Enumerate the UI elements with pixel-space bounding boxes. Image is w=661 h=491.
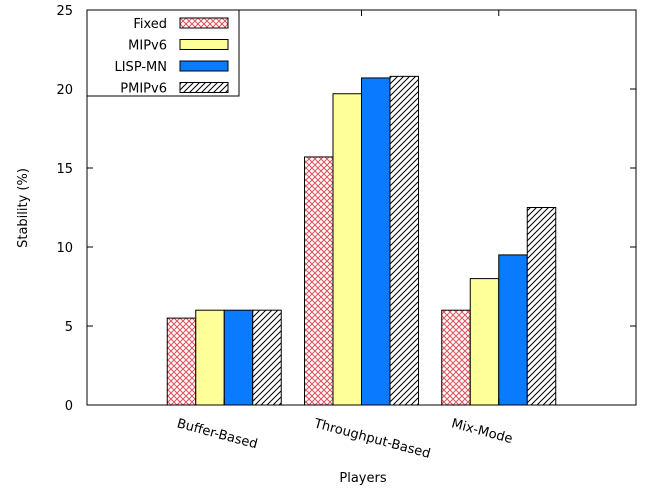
bar-mipv6-mix-mode: [469, 278, 500, 406]
legend: Fixed MIPv6 LISP-MN PMIPv6: [86, 9, 240, 97]
x-axis-label: Players: [339, 471, 386, 486]
bar-fixed-mix-mode: [441, 309, 471, 406]
legend-swatch: [179, 60, 229, 72]
bar-lisp-mn-buffer-based: [223, 309, 254, 406]
x-tick-label: Buffer-Based: [175, 416, 259, 452]
bar-fixed-throughput-based: [304, 156, 334, 406]
legend-label: PMIPv6: [120, 82, 167, 97]
y-tick-label: 5: [65, 320, 73, 335]
bars-group: [166, 75, 557, 406]
bar-pmipv6-buffer-based: [252, 309, 282, 406]
y-tick-label: 20: [56, 83, 73, 98]
legend-label: LISP-MN: [114, 60, 167, 75]
y-axis-ticks: 0 5 10 15 20 25: [56, 4, 636, 414]
y-axis-label: Stability (%): [16, 168, 31, 248]
bar-pmipv6-throughput-based: [389, 75, 419, 406]
bar-fixed-buffer-based: [166, 317, 197, 406]
y-tick-label: 15: [56, 162, 73, 177]
bar-mipv6-buffer-based: [195, 309, 225, 406]
y-tick-label: 25: [56, 4, 73, 19]
y-tick-label: 10: [56, 241, 73, 256]
legend-label: Fixed: [133, 17, 167, 32]
bar-lisp-mn-mix-mode: [498, 254, 528, 406]
legend-swatch: [179, 17, 229, 29]
bar-lisp-mn-throughput-based: [361, 77, 391, 406]
legend-label: MIPv6: [128, 39, 167, 54]
y-tick-label: 0: [65, 399, 73, 414]
x-tick-label: Mix-Mode: [450, 416, 514, 447]
bar-pmipv6-mix-mode: [526, 207, 557, 406]
legend-swatch: [179, 39, 229, 50]
x-tick-label: Throughput-Based: [311, 416, 431, 462]
bar-mipv6-throughput-based: [332, 93, 362, 406]
legend-swatch: [179, 82, 229, 93]
